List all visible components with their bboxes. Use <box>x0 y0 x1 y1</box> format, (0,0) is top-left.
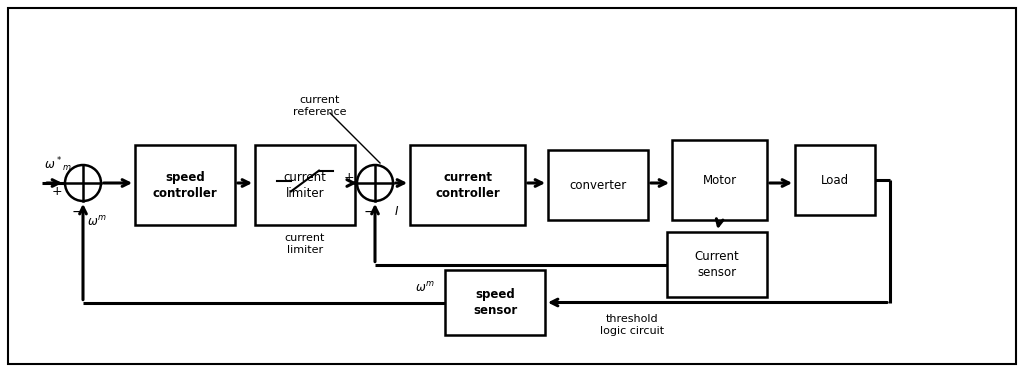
Text: current
controller: current controller <box>435 170 500 199</box>
Text: speed
sensor: speed sensor <box>473 288 517 317</box>
Text: $\omega^m$: $\omega^m$ <box>415 280 435 295</box>
Circle shape <box>357 165 393 201</box>
Text: I: I <box>395 205 398 218</box>
Bar <box>667 232 767 297</box>
Text: +: + <box>51 185 62 198</box>
Text: Current
sensor: Current sensor <box>694 250 739 279</box>
Text: current
reference: current reference <box>293 95 347 116</box>
Bar <box>445 270 545 335</box>
Bar <box>795 145 874 215</box>
Bar <box>548 150 648 220</box>
Text: Load: Load <box>821 173 849 186</box>
Bar <box>672 140 767 220</box>
Text: threshold
logic circuit: threshold logic circuit <box>600 314 665 336</box>
Text: speed
controller: speed controller <box>153 170 217 199</box>
Bar <box>135 145 234 225</box>
Text: −: − <box>72 205 83 219</box>
Text: +: + <box>343 170 354 183</box>
Bar <box>255 145 355 225</box>
Text: Motor: Motor <box>702 173 736 186</box>
Text: $\omega^*{}_m$: $\omega^*{}_m$ <box>44 155 72 174</box>
Circle shape <box>65 165 101 201</box>
Text: $\omega^m$: $\omega^m$ <box>87 215 106 229</box>
Text: −: − <box>364 205 375 219</box>
Text: current
limiter: current limiter <box>285 233 326 254</box>
Text: current
limiter: current limiter <box>284 170 327 199</box>
Bar <box>410 145 525 225</box>
Text: converter: converter <box>569 179 627 192</box>
